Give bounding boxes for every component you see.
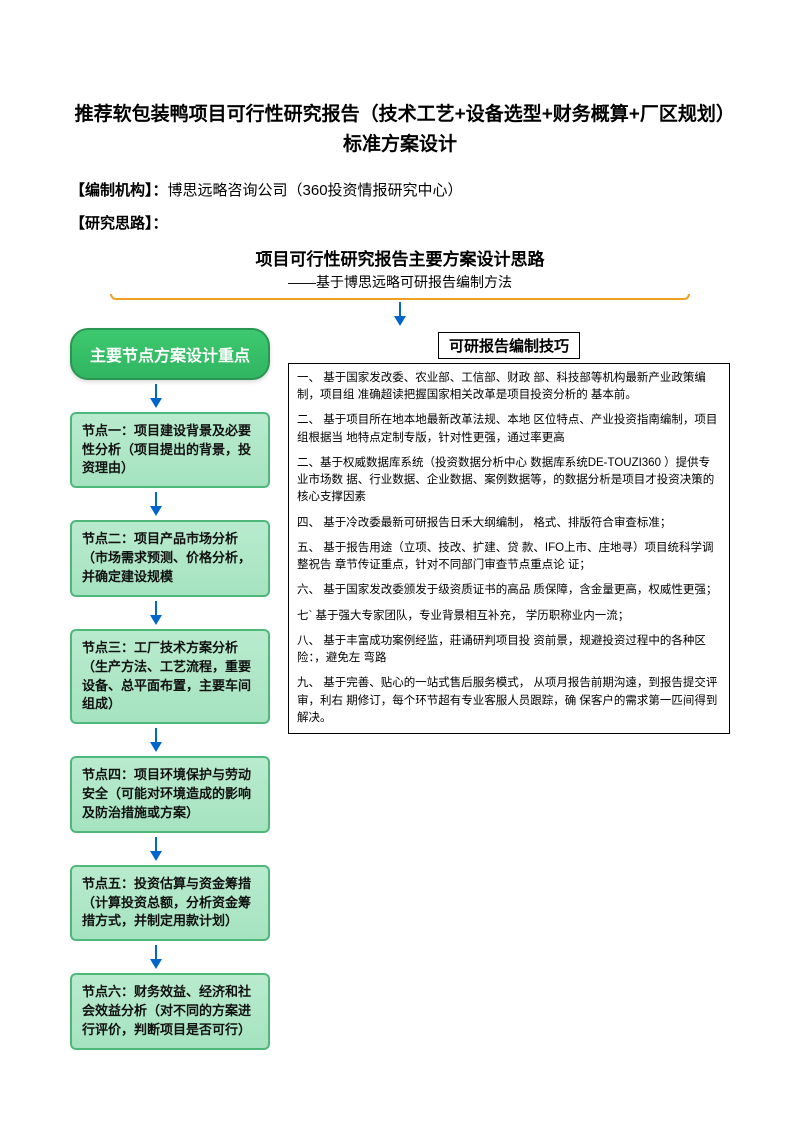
tips-title: 可研报告编制技巧 bbox=[438, 332, 580, 359]
flow-node: 节点六：财务效益、经济和社会效益分析（对不同的方案进行评价，判断项目是否可行） bbox=[70, 973, 270, 1050]
tip-paragraph: 四、 基于冷改委最新可研报告日禾大纲编制， 格式、排版符合审查标准； bbox=[297, 515, 721, 532]
arrow-icon bbox=[148, 492, 164, 516]
tip-paragraph: 九、 基于完善、贴心的一站式售后服务模式， 从项月报告前期沟遠，到报告提交评审，… bbox=[297, 675, 721, 727]
flow-node: 节点三：工厂技术方案分析（生产方法、工艺流程，重要设备、总平面布置，主要车间组成… bbox=[70, 629, 270, 724]
arrow-icon bbox=[148, 945, 164, 969]
flow-node: 节点一：项目建设背景及必要性分析（项目提出的背景，投资理由） bbox=[70, 412, 270, 489]
tips-box: 一、 基于国家发改委、农业部、工信部、财政 部、科技部等机构最新产业政策编制，项… bbox=[288, 363, 730, 734]
tip-paragraph: 二、基于权威数据库系统（投资数据分析中心 数据库系统DE-TOUZI360 ）提… bbox=[297, 455, 721, 507]
diagram-subtitle: ——基于博思远略可研报告编制方法 bbox=[70, 272, 730, 292]
tip-paragraph: 二、 基于项目所在地本地最新改革法规、本地 区位特点、产业投资指南编制，项目组根… bbox=[297, 412, 721, 447]
flow-node: 节点二：项目产品市场分析（市场需求预测、价格分析，并确定建设规模 bbox=[70, 520, 270, 597]
tip-paragraph: 六、 基于国家发改委颁发于级资质证书的高品 质保障，含金量更高，权威性更强； bbox=[297, 582, 721, 599]
org-label: 【编制机构】： bbox=[70, 182, 168, 199]
flowchart-area: 主要节点方案设计重点 节点一：项目建设背景及必要性分析（项目提出的背景，投资理由… bbox=[70, 328, 730, 1050]
bracket-divider bbox=[110, 294, 690, 300]
arrow-icon bbox=[148, 728, 164, 752]
tip-paragraph: 八、 基于丰富成功案例经监，莊诵研判项目投 资前景，规避投资过程中的各种区险：，… bbox=[297, 633, 721, 668]
org-line: 【编制机构】：博思远略咨询公司（360投资情报研究中心） bbox=[70, 179, 730, 200]
main-node: 主要节点方案设计重点 bbox=[70, 328, 270, 380]
tip-paragraph: 一、 基于国家发改委、农业部、工信部、财政 部、科技部等机构最新产业政策编制，项… bbox=[297, 370, 721, 405]
idea-label: 【研究思路】： bbox=[70, 212, 730, 233]
arrow-icon bbox=[148, 601, 164, 625]
arrow-icon bbox=[148, 837, 164, 861]
org-value: 博思远略咨询公司（360投资情报研究中心） bbox=[168, 182, 463, 199]
arrow-icon bbox=[392, 302, 408, 326]
flow-node: 节点四：项目环境保护与劳动安全（可能对环境造成的影响及防治措施或方案） bbox=[70, 756, 270, 833]
tip-paragraph: 七` 基于强大专家团队，专业背景相互补充， 学历职称业内一流； bbox=[297, 608, 721, 625]
diagram-title: 项目可行性研究报告主要方案设计思路 bbox=[70, 245, 730, 270]
flow-left-column: 主要节点方案设计重点 节点一：项目建设背景及必要性分析（项目提出的背景，投资理由… bbox=[70, 328, 270, 1050]
document-title: 推荐软包装鸭项目可行性研究报告（技术工艺+设备选型+财务概算+厂区规划）标准方案… bbox=[70, 100, 730, 161]
tip-paragraph: 五、 基于报告用途（立项、技改、扩建、贷 款、IFO上市、庄地寻）项目统科学调整… bbox=[297, 540, 721, 575]
tips-column: 可研报告编制技巧 一、 基于国家发改委、农业部、工信部、财政 部、科技部等机构最… bbox=[288, 332, 730, 734]
flow-node: 节点五：投资估算与资金筹措（计算投资总额，分析资金筹措方式，并制定用款计划） bbox=[70, 865, 270, 942]
arrow-icon bbox=[148, 384, 164, 408]
